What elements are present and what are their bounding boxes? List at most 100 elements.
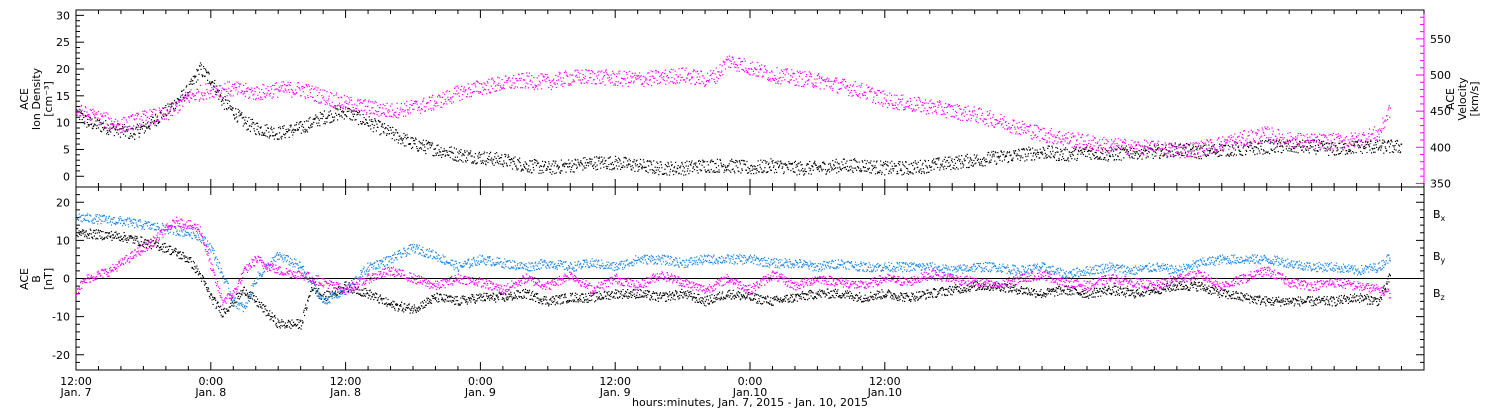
velocity-point xyxy=(1147,142,1149,144)
density-point xyxy=(246,120,248,122)
velocity-point xyxy=(885,100,888,102)
velocity-point xyxy=(94,115,96,117)
density-point xyxy=(1189,150,1191,152)
velocity-point xyxy=(124,126,126,128)
velocity-point xyxy=(1342,146,1344,148)
velocity-point xyxy=(1083,144,1085,146)
velocity-point xyxy=(716,80,718,82)
density-point xyxy=(459,159,461,161)
density-point xyxy=(659,171,661,173)
velocity-point xyxy=(639,76,641,78)
density-point xyxy=(172,107,175,109)
density-point xyxy=(588,158,591,160)
density-point xyxy=(509,159,512,161)
density-point xyxy=(735,159,737,162)
density-point xyxy=(343,118,345,120)
velocity-point xyxy=(1179,157,1181,159)
velocity-point xyxy=(136,112,138,114)
velocity-point xyxy=(304,97,307,99)
velocity-point xyxy=(1106,140,1108,142)
density-point xyxy=(392,126,394,128)
velocity-point xyxy=(269,92,272,94)
velocity-point xyxy=(443,102,445,104)
velocity-point xyxy=(160,110,163,112)
velocity-point xyxy=(1130,147,1132,149)
velocity-point xyxy=(486,93,488,95)
density-point xyxy=(430,142,432,144)
density-point xyxy=(759,164,761,166)
velocity-point xyxy=(392,109,394,111)
velocity-point xyxy=(1245,140,1247,142)
density-point xyxy=(1016,155,1018,157)
velocity-point xyxy=(502,86,504,88)
density-point xyxy=(342,110,344,112)
density-point xyxy=(723,164,725,166)
density-point xyxy=(652,172,654,174)
density-point xyxy=(137,129,139,131)
density-point xyxy=(1035,154,1037,156)
velocity-point xyxy=(652,71,654,73)
density-point xyxy=(397,132,399,134)
velocity-point xyxy=(1113,140,1115,142)
density-point xyxy=(465,160,467,162)
density-point xyxy=(998,157,1000,159)
density-point xyxy=(1012,160,1014,162)
velocity-point xyxy=(705,84,707,86)
density-point xyxy=(230,106,232,108)
velocity-point xyxy=(1169,142,1171,144)
density-point xyxy=(933,168,935,170)
velocity-point xyxy=(689,78,691,80)
density-point xyxy=(954,168,956,170)
velocity-point xyxy=(928,106,930,108)
density-point xyxy=(1208,144,1210,146)
density-point xyxy=(1124,149,1126,151)
velocity-point xyxy=(295,89,297,91)
velocity-point xyxy=(927,110,929,112)
velocity-point xyxy=(260,97,262,99)
velocity-point xyxy=(1291,139,1293,141)
velocity-point xyxy=(1160,152,1162,155)
velocity-point xyxy=(895,102,897,104)
velocity-point xyxy=(245,90,247,92)
density-point xyxy=(1315,153,1317,155)
velocity-point xyxy=(572,74,574,76)
density-point xyxy=(82,121,84,124)
velocity-point xyxy=(229,94,231,96)
density-point xyxy=(674,170,676,172)
velocity-point xyxy=(494,85,497,87)
velocity-point xyxy=(768,79,770,81)
density-point xyxy=(675,172,677,174)
velocity-point xyxy=(284,84,286,86)
density-point xyxy=(404,136,406,138)
density-point xyxy=(1352,144,1354,147)
density-point xyxy=(550,165,552,167)
density-point xyxy=(1326,150,1328,152)
velocity-point xyxy=(969,114,971,116)
velocity-point xyxy=(165,118,167,120)
density-point xyxy=(1165,146,1167,148)
density-point xyxy=(1029,148,1032,150)
density-point xyxy=(1067,158,1069,160)
density-point xyxy=(969,157,971,159)
velocity-point xyxy=(1155,155,1157,157)
density-point xyxy=(660,161,662,163)
density-point xyxy=(208,72,210,74)
density-point xyxy=(484,163,487,165)
density-point xyxy=(1225,155,1227,157)
velocity-point xyxy=(1039,140,1041,142)
velocity-point xyxy=(1308,140,1310,142)
velocity-point xyxy=(936,101,939,103)
density-point xyxy=(893,168,895,170)
density-point xyxy=(128,137,130,139)
density-point xyxy=(1101,152,1103,154)
density-point xyxy=(553,160,555,162)
velocity-point xyxy=(1295,138,1297,140)
density-point xyxy=(595,166,597,168)
velocity-point xyxy=(631,77,633,79)
density-point xyxy=(581,162,583,165)
velocity-point xyxy=(407,113,410,115)
velocity-point xyxy=(1148,147,1150,149)
velocity-point xyxy=(561,80,563,82)
density-point xyxy=(1089,157,1091,159)
velocity-point xyxy=(335,94,337,96)
